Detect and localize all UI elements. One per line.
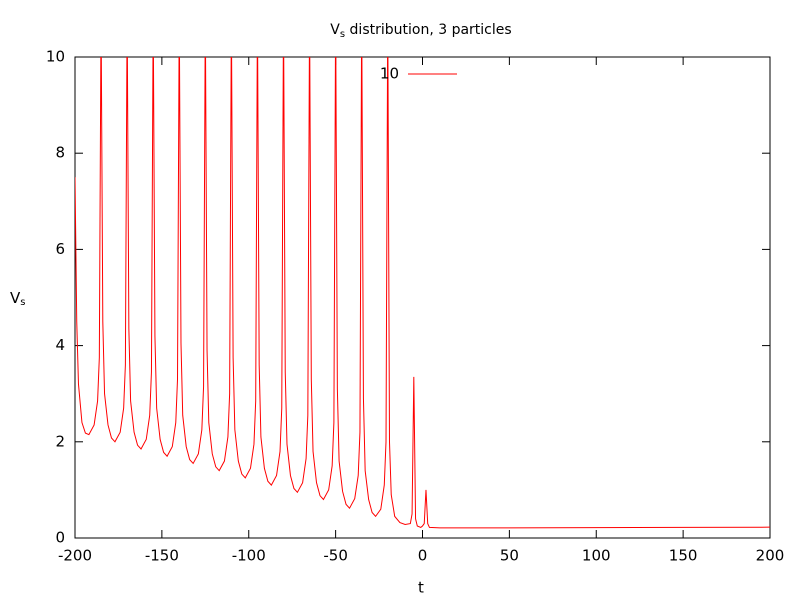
y-tick-label: 0 [55,529,65,547]
y-tick-label: 8 [55,144,65,162]
y-axis-label: Vs [10,289,25,309]
x-tick-label: 50 [500,547,519,565]
chart-title: Vs distribution, 3 particles [330,22,511,40]
x-tick-label: -50 [323,547,348,565]
x-tick-label: -200 [58,547,92,565]
plot-frame [74,56,771,539]
y-tick-label: 4 [55,336,65,354]
y-tick-label: 2 [55,432,65,450]
x-tick-label: 200 [756,547,785,565]
data-line [75,57,770,529]
x-tick-label: 0 [418,547,428,565]
y-tick-label: 10 [46,48,65,66]
x-tick-label: 100 [582,547,611,565]
x-tick-label: -100 [232,547,266,565]
title-sub: s [340,29,345,40]
ylabel-sub: s [20,297,25,308]
title-part: V [330,22,340,38]
ylabel-part: V [10,289,21,307]
x-tick-label: 150 [669,547,698,565]
title-part: distribution, 3 particles [345,22,512,38]
legend-label: 10 [380,65,399,83]
x-axis-label: t [418,579,424,597]
x-tick-label: -150 [145,547,179,565]
y-tick-label: 6 [55,240,65,258]
